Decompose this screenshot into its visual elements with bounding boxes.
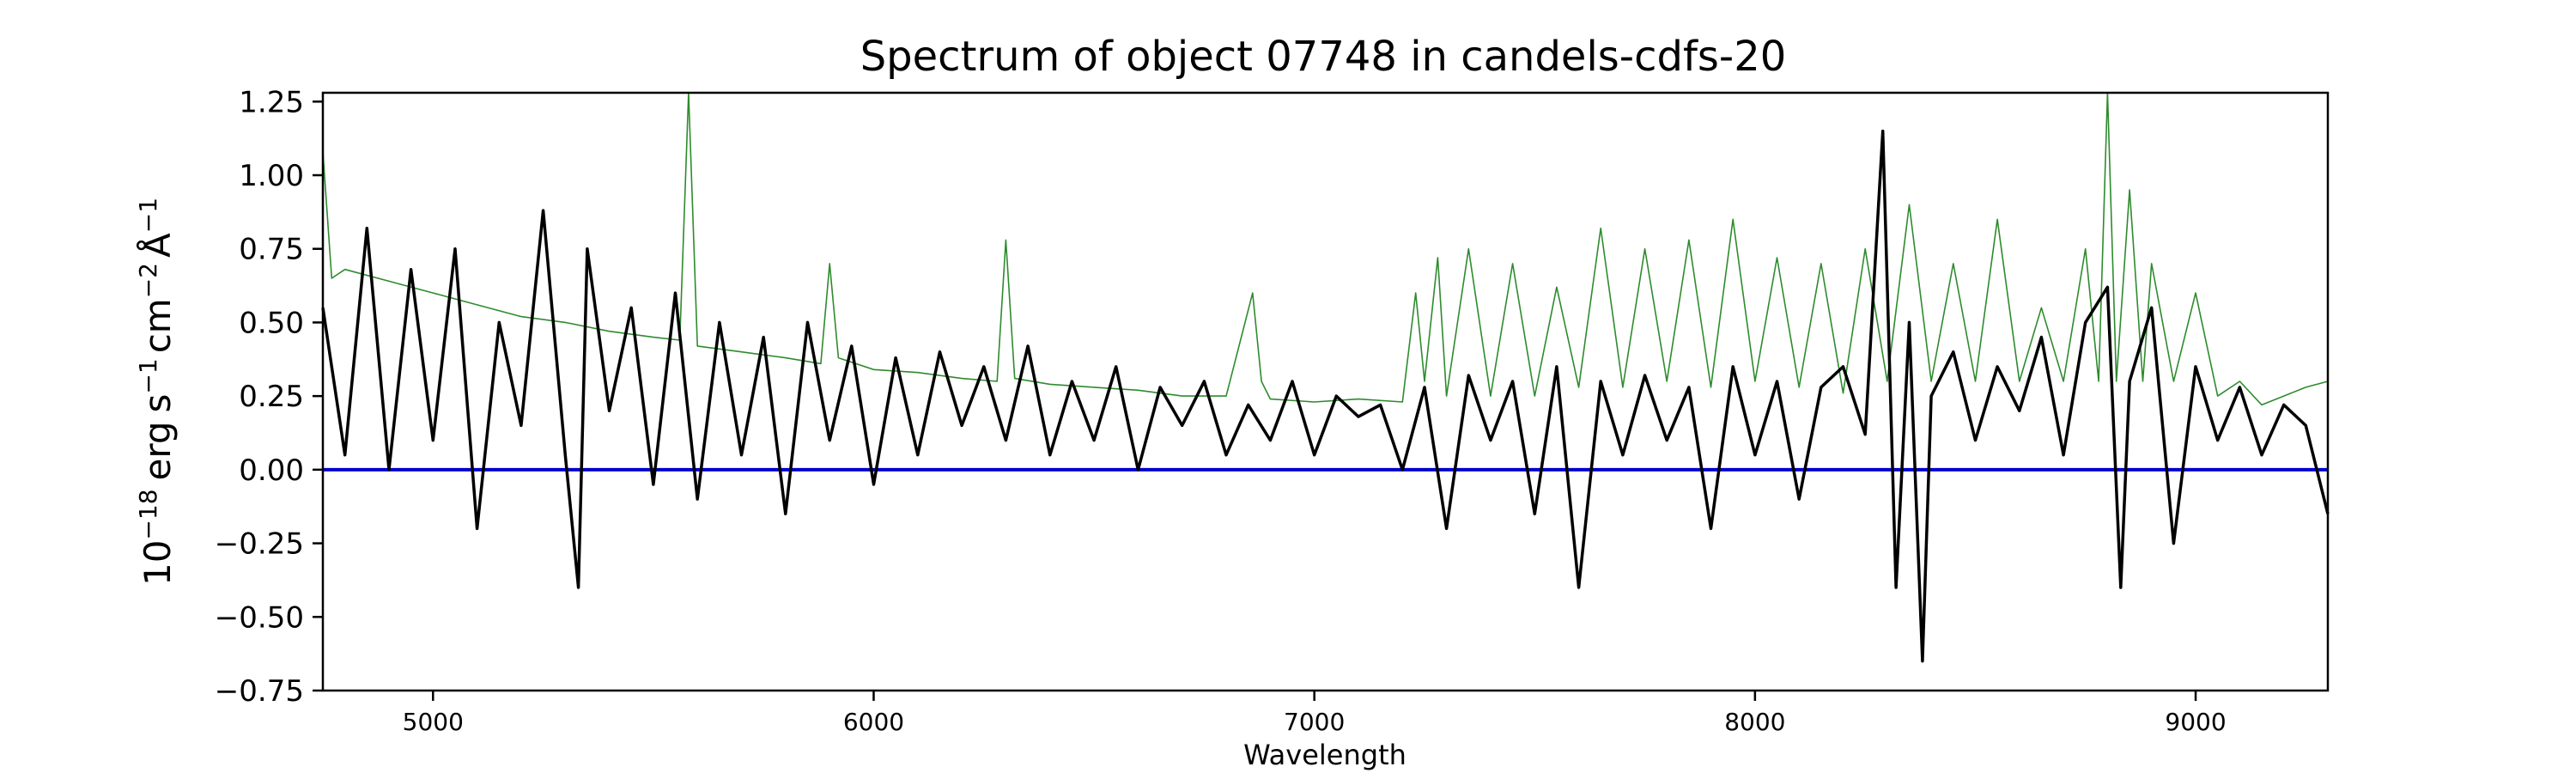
ylabel-erg: erg xyxy=(137,421,179,480)
x-tick-label: 8000 xyxy=(1724,708,1785,736)
ylabel-angstrom-exp: −1 xyxy=(134,198,162,233)
ylabel-s: s xyxy=(137,394,179,413)
y-tick-label: 1.25 xyxy=(239,85,304,119)
ylabel-exp: −18 xyxy=(134,489,162,539)
x-tick-label: 5000 xyxy=(403,708,464,736)
ylabel-angstrom: Å xyxy=(136,233,179,258)
y-tick-label: 0.00 xyxy=(239,453,304,488)
y-tick-label: 0.25 xyxy=(239,380,304,414)
series-layer xyxy=(321,92,2330,663)
x-tick-label: 9000 xyxy=(2165,708,2226,736)
plot-frame xyxy=(321,91,2330,692)
series-line-error xyxy=(322,92,2329,406)
ylabel-s-exp: −1 xyxy=(134,358,162,393)
y-tick-label: −0.75 xyxy=(215,674,304,709)
y-axis-label: 10−18ergs−1cm−2Å−1 xyxy=(134,198,179,586)
x-tick-label: 7000 xyxy=(1284,708,1345,736)
y-tick-label: −0.25 xyxy=(215,527,304,562)
x-axis: 5000 6000 7000 8000 9000 xyxy=(403,691,2227,736)
chart-title: Spectrum of object 07748 in candels-cdfs… xyxy=(860,33,1787,81)
series-line-flux xyxy=(321,129,2330,663)
y-tick-label: −0.50 xyxy=(215,600,304,635)
y-axis: −0.75 −0.50 −0.25 0.00 0.25 0.50 0.75 1.00 1.25 xyxy=(215,85,323,709)
x-axis-label: Wavelength xyxy=(1243,739,1406,771)
y-tick-label: 0.75 xyxy=(239,233,304,267)
plot-area xyxy=(321,91,2330,692)
x-tick-label: 6000 xyxy=(843,708,904,736)
ylabel-cm-exp: −2 xyxy=(134,263,162,298)
y-tick-label: 1.00 xyxy=(239,159,304,193)
ylabel-base: 10 xyxy=(137,540,179,586)
y-tick-label: 0.50 xyxy=(239,306,304,340)
ylabel-cm: cm xyxy=(137,298,179,353)
